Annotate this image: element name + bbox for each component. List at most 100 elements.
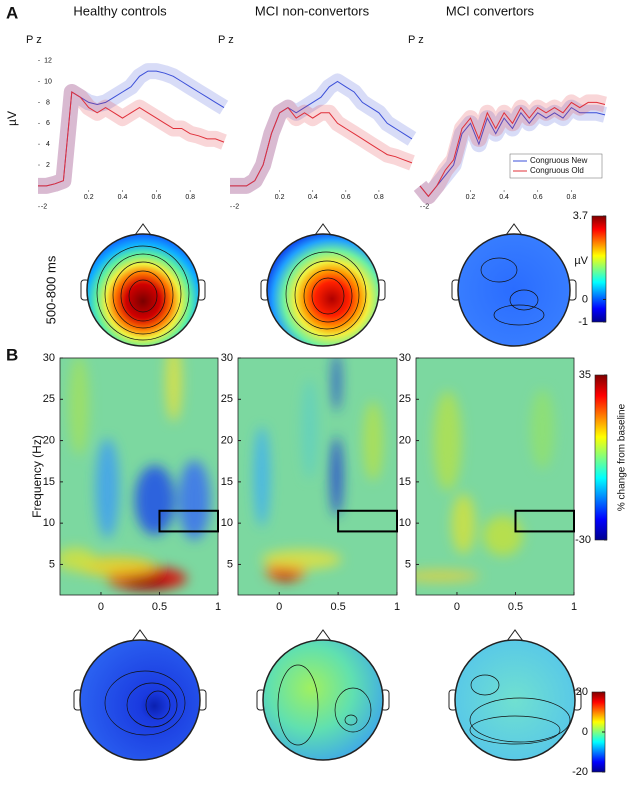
contour — [469, 697, 571, 743]
y-tick-label: 2 — [46, 162, 50, 169]
x-tick-label: 0.5 — [152, 601, 167, 613]
topoplot — [266, 233, 380, 347]
y-tick-label: 12 — [44, 58, 52, 65]
x-tick-label: 1 — [394, 601, 400, 613]
y-tick-label: 6 — [46, 120, 50, 127]
nose — [506, 629, 524, 642]
contour — [303, 269, 353, 323]
heatmap-blob — [60, 547, 96, 572]
x-tick-label: 0.2 — [466, 194, 476, 201]
colorbar-tick-label: 0 — [582, 293, 588, 305]
heatmap-blob — [261, 549, 342, 570]
y-tick-label: 20 — [399, 434, 411, 446]
y-tick-label: 10 — [221, 517, 233, 529]
series-line — [38, 91, 225, 187]
heatmap-blobs — [253, 358, 384, 582]
column-title: MCI non-convertors — [255, 3, 370, 18]
contour — [480, 257, 518, 283]
y-tick-label: 25 — [43, 393, 55, 405]
contour — [128, 279, 158, 313]
legend — [509, 153, 603, 179]
y-tick-label: 10 — [44, 78, 52, 85]
column-title: MCI convertors — [446, 3, 535, 18]
x-tick-label: 0.6 — [341, 194, 351, 201]
x-tick-label: 0.4 — [499, 194, 509, 201]
y-tick-label: 10 — [399, 517, 411, 529]
topoplot — [457, 233, 571, 347]
heatmap-blob — [124, 577, 169, 590]
x-tick-label: 0.2 — [275, 194, 285, 201]
chart-title: P z — [218, 34, 234, 46]
topoplot — [454, 639, 576, 761]
topoplot — [79, 639, 201, 761]
y-tick-label: 10 — [43, 517, 55, 529]
colorbar — [591, 215, 607, 323]
heatmap-blob — [332, 358, 341, 412]
panel-label: A — [6, 3, 18, 22]
chart-title: P z — [26, 34, 42, 46]
colorbar-tick-label: 0 — [582, 726, 588, 738]
roi-box — [158, 509, 219, 533]
heatmap-blob — [165, 358, 182, 422]
series-band — [38, 84, 227, 194]
y-tick-label: -2 — [423, 204, 429, 211]
heatmap-blob — [416, 570, 480, 583]
topoplot — [86, 233, 200, 347]
contour — [126, 682, 178, 728]
contour — [285, 251, 367, 337]
heatmap-blob — [134, 465, 175, 536]
x-tick-label: 0.5 — [330, 601, 345, 613]
contour — [344, 714, 358, 726]
contour — [493, 304, 545, 326]
frame — [415, 357, 575, 596]
contour — [509, 289, 539, 311]
series-line — [230, 106, 413, 187]
contour — [334, 687, 372, 733]
y-axis-label: µV — [5, 111, 19, 126]
colorbar-tick-label: -1 — [578, 316, 588, 328]
legend-label: Congruous Old — [530, 166, 584, 175]
x-tick-label: 1 — [571, 601, 577, 613]
y-tick-label: 15 — [43, 476, 55, 488]
x-tick-label: 0.2 — [84, 194, 94, 201]
x-tick-label: 0 — [276, 601, 282, 613]
y-tick-label: 8 — [46, 99, 50, 106]
contour — [294, 260, 360, 330]
x-tick-label: 0 — [454, 601, 460, 613]
roi-box — [337, 509, 399, 533]
topo-label: 500-800 ms — [43, 255, 58, 324]
heatmap-blob — [68, 358, 89, 456]
nose — [134, 223, 152, 236]
y-tick-label: 15 — [399, 476, 411, 488]
x-tick-label: 0.8 — [374, 194, 384, 201]
colorbar-tick-label: -20 — [572, 766, 588, 778]
heatmap-blob — [451, 493, 476, 554]
y-tick-label: 25 — [399, 393, 411, 405]
column-title: Healthy controls — [73, 3, 167, 18]
heatmap-blob — [330, 436, 343, 517]
colorbar — [594, 374, 608, 541]
x-tick-label: 0.4 — [118, 194, 128, 201]
y-tick-label: 4 — [46, 141, 50, 148]
nose — [131, 629, 149, 642]
roi-box — [514, 509, 576, 533]
x-tick-label: 0.4 — [308, 194, 318, 201]
y-tick-label: 20 — [221, 434, 233, 446]
heatmap — [60, 358, 218, 595]
colorbar-tick-label: 35 — [579, 369, 591, 381]
x-tick-label: 0.5 — [508, 601, 523, 613]
colorbar-label: µV — [574, 255, 588, 267]
contour — [120, 270, 166, 322]
y-tick-label: 30 — [399, 352, 411, 364]
nose — [505, 223, 523, 236]
colorbar-label: % change from baseline — [617, 403, 628, 511]
x-tick-label: 1 — [215, 601, 221, 613]
y-tick-label: 25 — [221, 393, 233, 405]
x-tick-label: 0.6 — [151, 194, 161, 201]
heatmap-blob — [95, 438, 120, 539]
x-tick-label: 0.8 — [566, 194, 576, 201]
colorbar-tick-label: -30 — [575, 534, 591, 546]
x-tick-label: 0 — [98, 601, 104, 613]
heatmap-blob — [530, 389, 555, 470]
